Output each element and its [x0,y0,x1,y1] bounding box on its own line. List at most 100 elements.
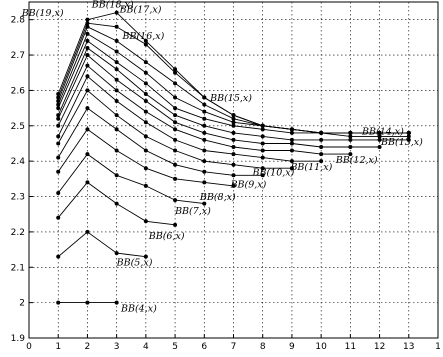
x-tick-label: 13 [403,342,414,352]
series-line [57,54,380,148]
y-tick-label: 2.1 [11,263,25,273]
series-BB(19,x) [56,10,411,135]
series-label: BB(17,x) [119,5,162,16]
data-point [85,106,90,111]
data-point [56,91,61,96]
data-point [231,123,236,128]
x-tick-label: 0 [26,342,32,352]
data-point [231,120,236,125]
data-point [231,137,236,142]
data-point [289,130,294,135]
x-tick-label: 7 [231,342,237,352]
data-point [289,159,294,164]
data-point [56,169,61,174]
data-point [85,127,90,132]
data-point [114,127,119,132]
data-point [202,159,207,164]
data-point [114,251,119,256]
data-point [406,137,411,142]
data-point [56,190,61,195]
series-BB(14,x) [56,45,411,142]
data-point [56,102,61,107]
series-line [57,231,146,258]
data-point [173,70,178,75]
data-point [114,24,119,29]
data-point [114,173,119,178]
data-point [85,229,90,234]
data-point [143,109,148,114]
series-BB(9,x) [56,106,265,178]
data-point [143,38,148,43]
series-labels: BB(4,x) BB(5,x) BB(6,x) BB(7,x) BB(8,x)BB(9,… [21,0,423,314]
data-point [114,49,119,54]
data-point [114,88,119,93]
series-label: BB(6,x) [148,231,185,242]
x-tick-label: 8 [260,342,266,352]
data-point [173,162,178,167]
grid [28,2,439,339]
data-point [143,254,148,259]
data-point [260,134,265,139]
data-point [202,95,207,100]
series-label: BB(18,x) [91,0,134,10]
data-point [231,145,236,150]
data-point [56,95,61,100]
data-point [260,148,265,153]
data-point [143,91,148,96]
data-point [231,130,236,135]
series-label: BB(7,x) [174,206,211,217]
data-point [114,60,119,65]
series-label: BB(10,x) [251,167,294,178]
series-label: BB(8,x) [199,192,236,203]
data-point [231,116,236,121]
data-point [202,201,207,206]
y-tick-label: 2.5 [11,122,25,132]
data-point [348,152,353,157]
series-BB(13,x) [56,53,382,150]
y-tick-label: 2.8 [11,16,26,26]
data-point [85,53,90,58]
series-label: BB(11,x) [289,162,332,173]
x-tick-label: 10 [315,342,327,352]
data-point [56,106,61,111]
series-label: BB(4,x) [120,303,157,314]
data-point [319,145,324,150]
data-point [85,88,90,93]
series-line [57,75,322,162]
series-line [57,153,205,205]
data-point [202,109,207,114]
data-point [56,123,61,128]
data-point [143,166,148,171]
y-tick-label: 1.9 [11,334,26,344]
data-point [114,148,119,153]
data-point [143,148,148,153]
data-point [231,183,236,188]
x-tick-label: 9 [289,342,295,352]
data-point [289,148,294,153]
data-point [289,141,294,146]
data-point [143,42,148,47]
data-point [173,198,178,203]
data-point [56,116,61,121]
series-label: BB(9,x) [230,180,267,191]
data-point [114,10,119,15]
data-point [56,254,61,259]
data-point [319,159,324,164]
data-point [56,300,61,305]
data-point [348,145,353,150]
x-tick-label: 5 [172,342,178,352]
data-point [173,137,178,142]
y-tick-label: 2.7 [11,51,25,61]
series-label: BB(5,x) [116,257,153,268]
series-BB(12,x) [56,63,353,157]
data-point [202,102,207,107]
x-tick-label: 11 [345,342,356,352]
data-point [289,127,294,132]
data-point [260,123,265,128]
data-point [143,60,148,65]
data-point [377,145,382,150]
series-BB(4,x) [56,300,119,305]
data-point [173,106,178,111]
data-point [289,137,294,142]
